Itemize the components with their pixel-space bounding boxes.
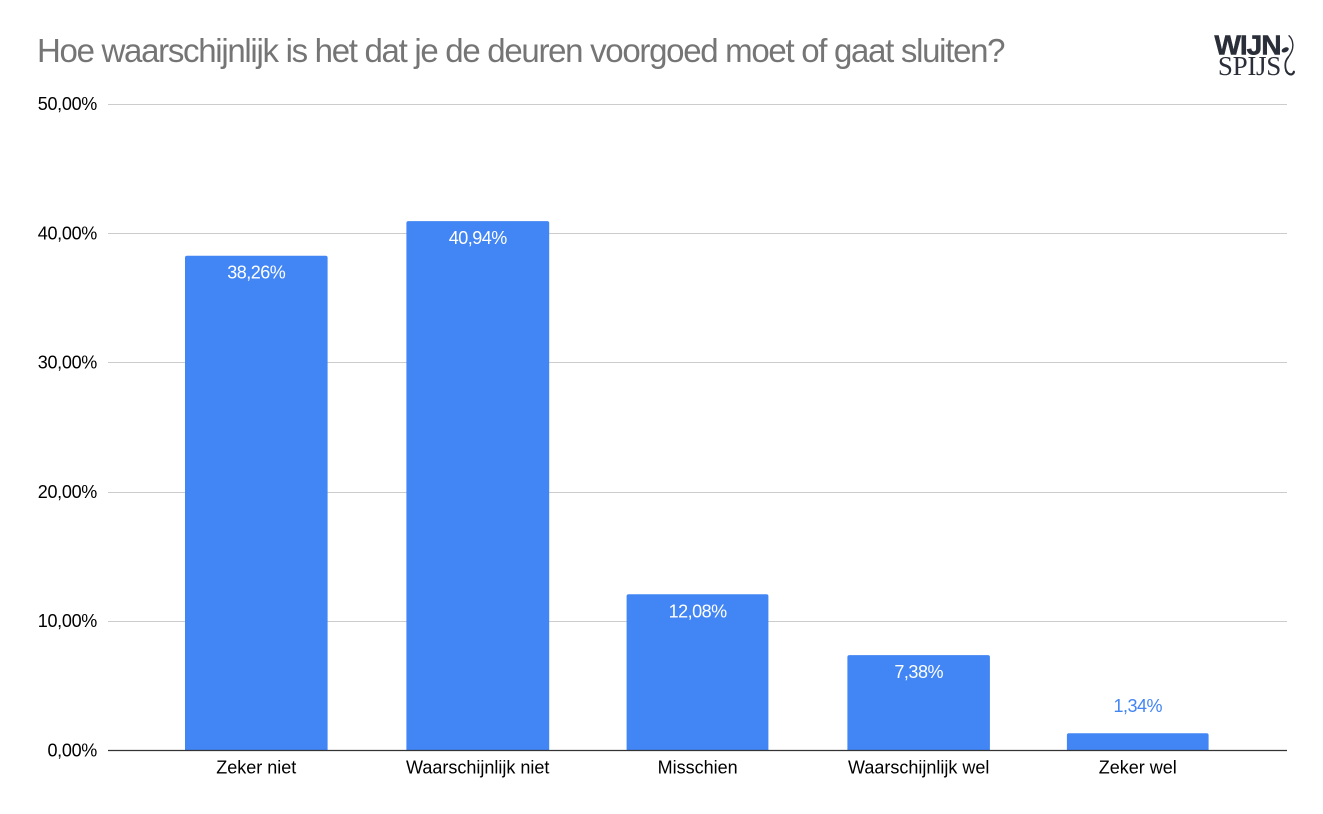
svg-text:Hoe waarschijnlijk is het dat: Hoe waarschijnlijk is het dat je de deur… bbox=[37, 32, 1005, 69]
svg-text:WIJN: WIJN bbox=[1214, 28, 1280, 60]
svg-text:Zeker niet: Zeker niet bbox=[216, 758, 296, 778]
svg-text:7,38%: 7,38% bbox=[894, 662, 943, 682]
svg-text:Waarschijnlijk niet: Waarschijnlijk niet bbox=[406, 758, 549, 778]
svg-text:10,00%: 10,00% bbox=[38, 611, 98, 631]
svg-text:30,00%: 30,00% bbox=[38, 353, 98, 373]
svg-text:Zeker wel: Zeker wel bbox=[1099, 758, 1177, 778]
svg-text:SPIJS: SPIJS bbox=[1218, 51, 1281, 81]
svg-text:Waarschijnlijk wel: Waarschijnlijk wel bbox=[848, 758, 989, 778]
svg-text:Misschien: Misschien bbox=[658, 758, 738, 778]
svg-text:38,26%: 38,26% bbox=[227, 263, 286, 283]
svg-text:1,34%: 1,34% bbox=[1113, 696, 1162, 716]
svg-text:12,08%: 12,08% bbox=[669, 601, 728, 621]
svg-text:40,00%: 40,00% bbox=[38, 223, 98, 243]
svg-text:0,00%: 0,00% bbox=[47, 741, 97, 761]
svg-text:20,00%: 20,00% bbox=[38, 482, 98, 502]
svg-text:50,00%: 50,00% bbox=[38, 94, 98, 114]
svg-text:40,94%: 40,94% bbox=[449, 228, 508, 248]
